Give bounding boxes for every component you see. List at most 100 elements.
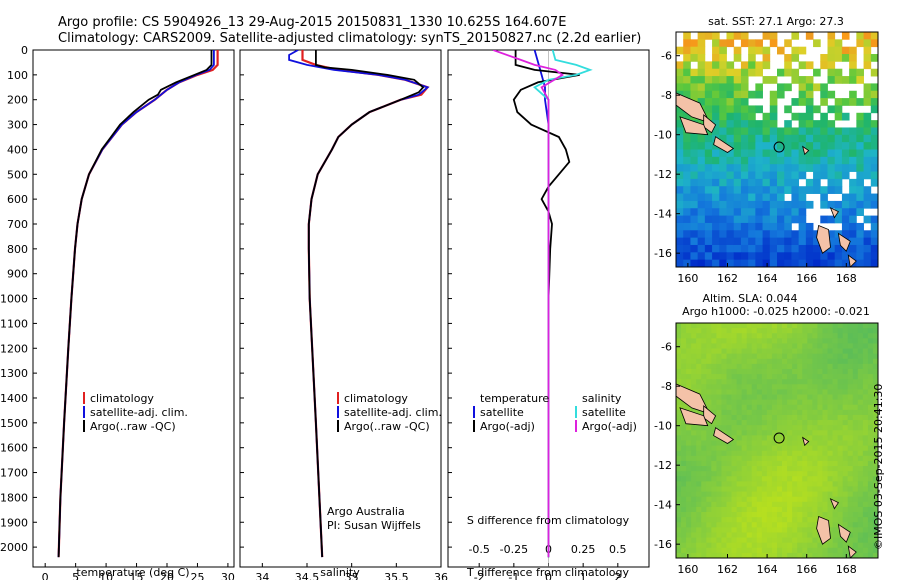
sla-cell <box>676 481 682 487</box>
sla-cell <box>766 455 773 462</box>
sla-cell <box>807 348 813 355</box>
sla-cell <box>691 368 697 375</box>
sst-cell <box>712 230 720 239</box>
sst-cell <box>719 230 727 239</box>
sst-cell <box>791 259 800 267</box>
sst-cell <box>863 90 872 99</box>
lat-tick-label: -16 <box>654 538 672 551</box>
sla-cell <box>681 466 687 472</box>
sla-cell <box>867 435 874 441</box>
sst-cell <box>870 98 878 106</box>
sst-cell <box>733 32 742 40</box>
sla-cell <box>731 353 737 360</box>
sst-cell <box>748 230 756 239</box>
sla-cell <box>822 420 828 426</box>
sla-cell <box>847 522 854 528</box>
sst-cell <box>870 178 878 187</box>
sla-cell <box>837 496 844 503</box>
sst-cell <box>856 68 864 77</box>
sst-cell <box>856 186 864 194</box>
sla-cell <box>842 333 849 339</box>
sla-cell <box>807 430 813 436</box>
sla-cell <box>797 460 803 467</box>
sst-cell <box>733 120 742 128</box>
sla-cell <box>847 430 854 436</box>
sla-cell <box>862 358 869 365</box>
sla-cell <box>802 471 808 477</box>
sst-cell <box>820 142 828 150</box>
sst-cell <box>769 171 778 180</box>
sla-cell <box>782 440 788 447</box>
sst-cell <box>820 90 828 99</box>
sst-cell <box>690 46 699 55</box>
argo-float-marker <box>773 141 785 153</box>
sla-cell <box>857 374 864 380</box>
sla-cell <box>726 358 732 365</box>
sla-cell <box>847 323 854 329</box>
sla-cell <box>827 338 833 344</box>
sla-cell <box>847 512 854 518</box>
sla-cell <box>686 501 692 508</box>
sla-cell <box>852 466 859 472</box>
sla-cell <box>832 547 838 554</box>
sla-cell <box>741 537 748 544</box>
sst-cell <box>798 237 807 246</box>
sla-cell <box>827 363 833 370</box>
sla-cell <box>867 486 874 492</box>
sla-cell <box>867 425 874 431</box>
sla-cell <box>777 522 783 528</box>
sla-cell <box>741 368 748 375</box>
sla-cell <box>751 353 758 360</box>
sla-cell <box>696 481 702 487</box>
sla-cell <box>857 379 864 385</box>
sla-cell <box>832 379 838 385</box>
sla-cell <box>832 552 838 558</box>
sla-cell <box>766 440 773 447</box>
sla-cell <box>787 435 793 441</box>
sla-cell <box>711 420 717 426</box>
sst-cell <box>863 46 872 55</box>
sla-cell <box>797 501 803 508</box>
sla-cell <box>802 460 808 467</box>
sla-cell <box>736 496 743 503</box>
sla-cell <box>741 404 748 411</box>
sst-cell <box>791 237 800 246</box>
sla-cell <box>766 501 773 508</box>
sla-cell <box>736 343 743 349</box>
sla-cell <box>857 363 864 370</box>
sst-cell <box>791 32 800 40</box>
sla-cell <box>696 440 702 447</box>
sla-cell <box>746 491 753 498</box>
sst-cell <box>769 134 778 143</box>
sla-cell <box>691 501 697 508</box>
sst-cell <box>683 83 691 92</box>
sla-cell <box>691 527 697 533</box>
sst-cell <box>690 149 699 158</box>
sst-cell <box>777 164 785 172</box>
sla-cell <box>676 512 682 518</box>
s-diff-tick-label: 0.25 <box>571 543 596 556</box>
sla-cell <box>711 425 717 431</box>
sst-cell <box>762 252 771 261</box>
sla-cell <box>686 368 692 375</box>
sla-cell <box>827 450 833 457</box>
sla-cell <box>716 506 722 513</box>
sla-cell <box>731 491 737 498</box>
sla-cell <box>817 440 823 447</box>
sla-cell <box>676 343 682 349</box>
sla-cell <box>812 532 818 538</box>
sla-cell <box>681 379 687 385</box>
sst-cell <box>719 200 727 209</box>
sla-cell <box>817 425 823 431</box>
sla-cell <box>872 455 878 462</box>
sla-cell <box>701 455 707 462</box>
sla-cell <box>681 552 687 558</box>
sst-cell <box>733 171 742 180</box>
sst-cell <box>784 259 792 267</box>
sla-cell <box>711 501 717 508</box>
sla-cell <box>721 476 727 482</box>
sla-cell <box>777 379 783 385</box>
sst-cell <box>697 68 706 77</box>
sla-cell <box>746 496 753 503</box>
sla-cell <box>862 404 869 411</box>
